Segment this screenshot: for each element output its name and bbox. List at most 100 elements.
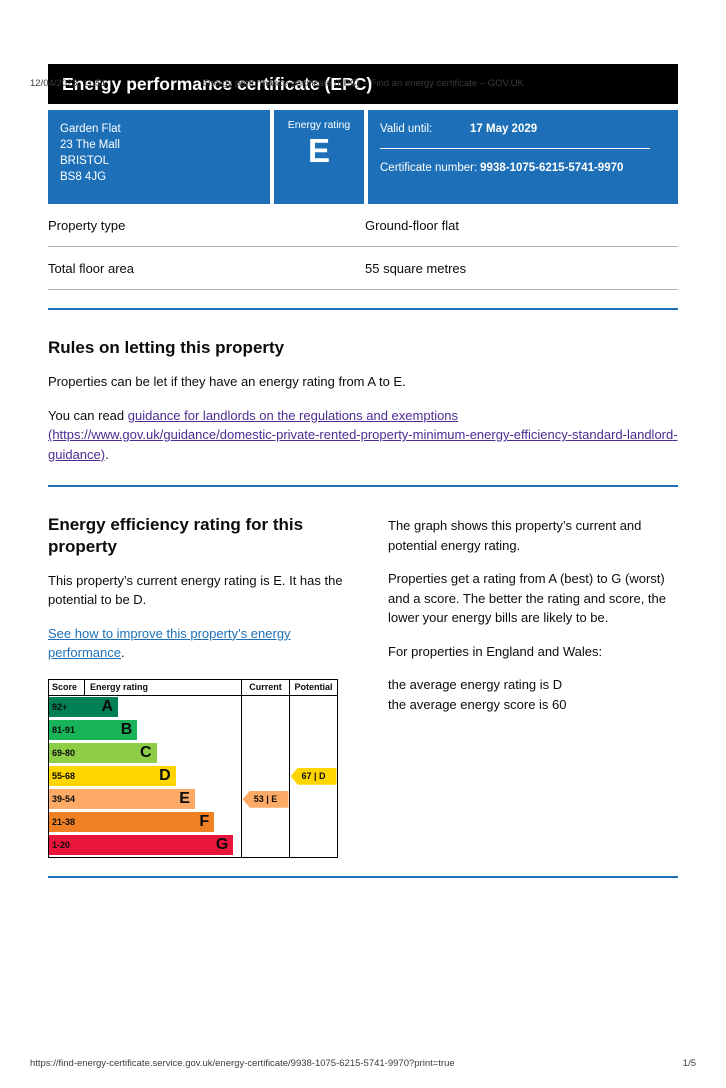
epc-band-row: 39-54 E 53 | E (49, 787, 337, 811)
print-header: 12/04/2023, 11:51 Energy performance cer… (30, 78, 696, 92)
epc-title-banner: Energy performance certificate (EPC) (48, 64, 678, 104)
band-score: 69-80 (52, 748, 76, 759)
section-divider (48, 875, 678, 878)
average-rating-line: the average energy rating is D (388, 677, 563, 693)
print-datetime: 12/04/2023, 11:51 (30, 78, 106, 89)
band-score: 21-38 (52, 817, 76, 828)
efficiency-intro: This property’s current energy rating is… (48, 572, 343, 608)
print-footer: https://find-energy-certificate.service.… (30, 1058, 696, 1070)
energy-rating-label: Energy rating (287, 119, 351, 131)
efficiency-right-column: The graph shows this property’s current … (388, 487, 678, 858)
letting-rules-para-1: Properties can be let if they have an en… (48, 374, 406, 390)
potential-cell (289, 810, 337, 834)
graph-note-3: For properties in England and Wales: (388, 643, 603, 659)
section-divider (48, 485, 678, 488)
current-rating-tag: 53 | E (242, 790, 289, 808)
epc-band-bar-e: 39-54 E (49, 789, 195, 810)
address-line-2: 23 The Mall (60, 139, 120, 152)
address-block: Garden Flat 23 The Mall BRISTOL BS8 4JG (48, 110, 270, 204)
epc-band-bar-d: 55-68 D (49, 766, 176, 787)
footer-url: https://find-energy-certificate.service.… (30, 1058, 455, 1069)
averages-block: the average energy rating is D the avera… (388, 675, 678, 714)
address-line-3: BRISTOL (60, 155, 109, 168)
epc-chart-header: Score Energy rating Current Potential (49, 679, 337, 696)
potential-cell: 67 | D (289, 764, 337, 788)
band-letter: G (215, 836, 229, 854)
current-cell (241, 695, 289, 719)
average-score-line: the average energy score is 60 (388, 696, 567, 712)
epc-band-row: 81-91 B (49, 718, 337, 742)
band-score: 55-68 (52, 771, 76, 782)
graph-note-2: Properties get a rating from A (best) to… (388, 571, 666, 626)
potential-cell (289, 833, 337, 857)
current-cell (241, 833, 289, 857)
validity-box: Valid until: 17 May 2029 Certificate num… (368, 110, 678, 204)
energy-rating-letter: E (307, 132, 330, 169)
table-row: Property type Ground-floor flat (48, 204, 678, 247)
potential-rating-tag: 67 | D (290, 767, 337, 785)
epc-band-row: 69-80 C (49, 741, 337, 765)
address-line-4: BS8 4JG (60, 171, 107, 184)
letting-para-2-prefix: You can read (48, 407, 128, 423)
address-line-1: Garden Flat (60, 123, 121, 135)
improve-link-suffix: . (120, 645, 125, 661)
band-score: 39-54 (52, 794, 76, 805)
epc-chart: Score Energy rating Current Potential 92… (48, 678, 338, 858)
band-letter: A (101, 698, 114, 716)
potential-cell (289, 695, 337, 719)
property-details-table: Property type Ground-floor flat Total fl… (48, 204, 678, 290)
current-cell: 53 | E (241, 787, 289, 811)
current-cell (241, 718, 289, 742)
band-letter: F (199, 813, 210, 831)
potential-cell (289, 718, 337, 742)
print-doc-title: Energy performance certificate (EPC) – F… (202, 78, 524, 89)
potential-cell (289, 787, 337, 811)
valid-until-value: 17 May 2029 (470, 123, 538, 135)
epc-band-row: 92+ A (49, 695, 337, 719)
epc-band-row: 21-38 F (49, 810, 337, 834)
letting-rules-para-2: You can read guidance for landlords on t… (48, 406, 678, 465)
band-score: 92+ (52, 702, 68, 713)
epc-band-row: 55-68 D 67 | D (49, 764, 337, 788)
band-score: 1-20 (52, 840, 71, 851)
current-cell (241, 810, 289, 834)
footer-page-number: 1/5 (682, 1058, 696, 1069)
band-score: 81-91 (52, 725, 76, 736)
landlord-guidance-link[interactable]: guidance for landlords on the regulation… (48, 407, 678, 462)
current-cell (241, 741, 289, 765)
epc-band-bar-b: 81-91 B (49, 720, 138, 741)
valid-until-label: Valid until: (380, 123, 433, 135)
improve-link-para: See how to improve this property’s energ… (48, 624, 348, 663)
letting-rules-heading: Rules on letting this property (48, 338, 285, 357)
energy-rating-column-header: Energy rating (90, 682, 149, 693)
epc-band-bar-g: 1-20 G (49, 835, 234, 856)
epc-band-row: 1-20 G (49, 833, 337, 857)
page-content: Energy performance certificate (EPC) Gar… (48, 64, 678, 878)
band-letter: D (159, 767, 171, 785)
letting-para-2-suffix: . (105, 446, 109, 462)
property-type-label: Property type (48, 218, 126, 233)
graph-note-1: The graph shows this property’s current … (388, 518, 642, 553)
floor-area-label: Total floor area (48, 261, 134, 276)
potential-column-header: Potential (289, 679, 337, 695)
epc-band-bar-f: 21-38 F (49, 812, 215, 833)
efficiency-heading: Energy efficiency rating for this proper… (48, 515, 304, 556)
band-letter: B (120, 721, 133, 739)
band-letter: C (139, 744, 152, 762)
epc-band-bar-a: 92+ A (49, 697, 119, 718)
certificate-number-row: Certificate number: 9938-1075-6215-5741-9… (380, 162, 650, 174)
certificate-number-label: Certificate number: (380, 162, 478, 174)
letting-rules-section: Rules on letting this property Propertie… (48, 337, 678, 464)
energy-rating-box: Energy rating E (274, 110, 364, 204)
efficiency-section: Energy efficiency rating for this proper… (48, 487, 678, 858)
improve-performance-link[interactable]: See how to improve this property’s energ… (48, 625, 291, 661)
efficiency-left-column: Energy efficiency rating for this proper… (48, 487, 348, 858)
valid-until-row: Valid until: 17 May 2029 (380, 123, 650, 149)
property-type-value: Ground-floor flat (365, 218, 459, 233)
certificate-number-value: 9938-1075-6215-5741-9970 (480, 162, 624, 174)
table-row: Total floor area 55 square metres (48, 247, 678, 290)
potential-cell (289, 741, 337, 765)
floor-area-value: 55 square metres (365, 261, 467, 276)
current-cell (241, 764, 289, 788)
epc-band-bar-c: 69-80 C (49, 743, 157, 764)
